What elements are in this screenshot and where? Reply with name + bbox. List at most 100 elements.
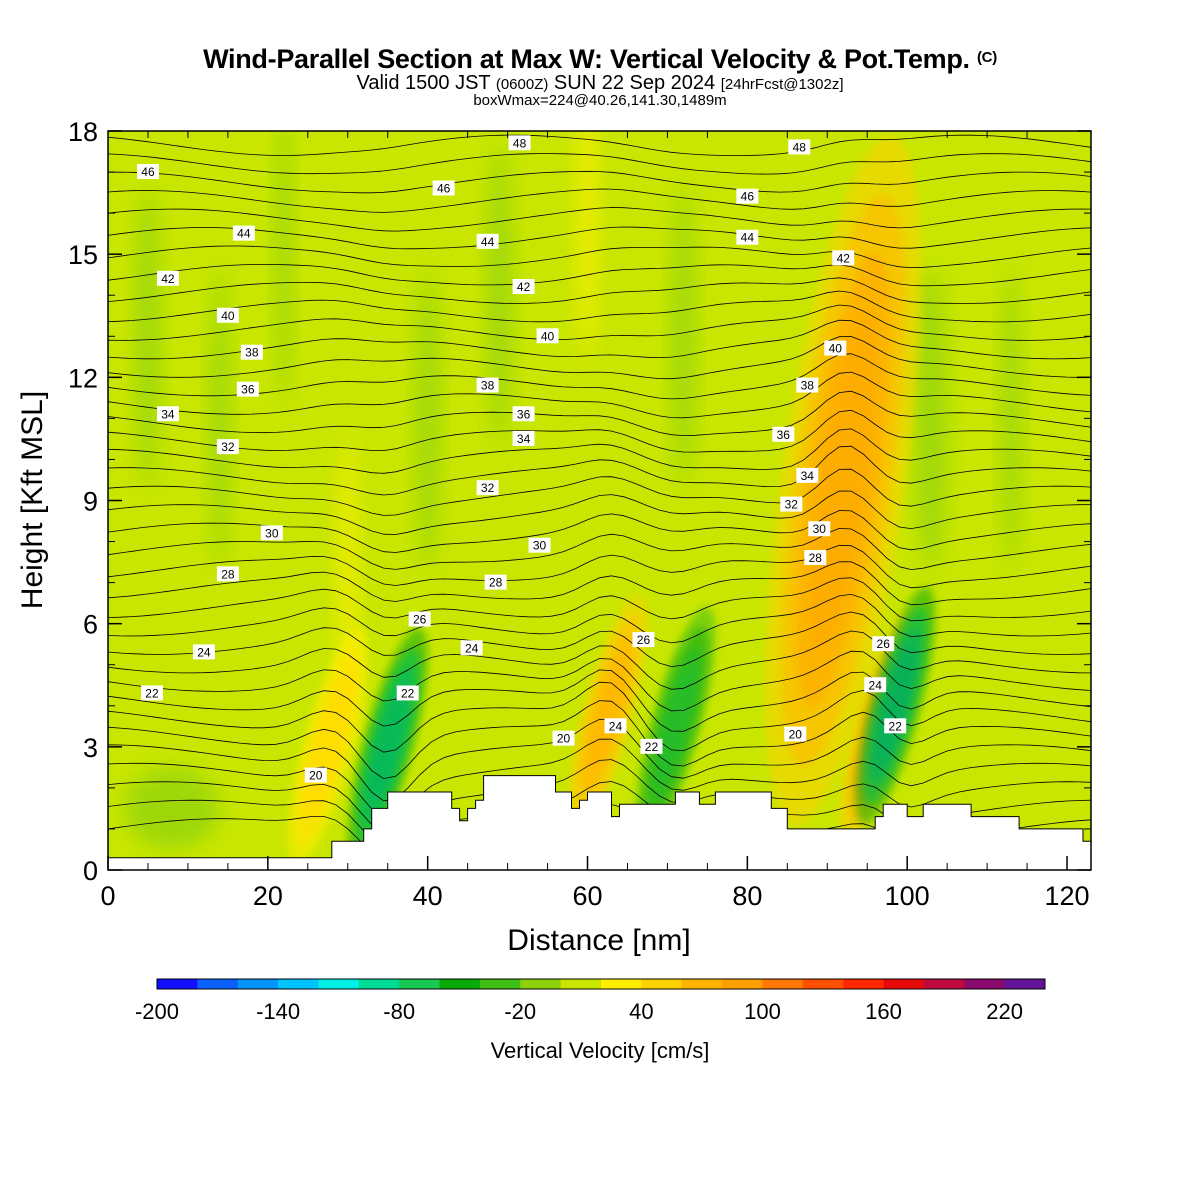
theta-contour — [108, 371, 1091, 419]
contour-label: 48 — [508, 135, 531, 151]
contour-label-text: 46 — [741, 190, 755, 204]
contour-label-box — [640, 738, 663, 754]
y-tick-label: 3 — [83, 733, 98, 763]
colorbar-swatch — [399, 979, 441, 989]
contour-label-box — [396, 685, 419, 701]
contour-label-text: 20 — [309, 769, 323, 783]
valid-prefix: Valid 1500 JST — [356, 72, 491, 94]
colorbar-swatch — [439, 979, 481, 989]
theta-contour — [108, 700, 1091, 780]
contour-label: 30 — [808, 521, 831, 537]
theta-contour — [108, 319, 1091, 360]
theta-contour — [108, 544, 1091, 589]
contour-label-box — [140, 685, 163, 701]
contour-label-box — [260, 525, 283, 541]
contour-label: 48 — [788, 139, 811, 155]
contour-label-text: 42 — [517, 280, 531, 294]
colorbar-swatch — [802, 979, 844, 989]
x-tick-label: 60 — [572, 881, 602, 911]
contour-label-box — [784, 726, 807, 742]
contour-label-box — [216, 307, 239, 323]
contour-label-box — [408, 611, 431, 627]
contour-label: 32 — [780, 496, 803, 512]
contour-label: 20 — [552, 730, 575, 746]
contour-label-text: 42 — [161, 272, 175, 286]
contour-label-text: 22 — [889, 719, 903, 733]
valid-date: SUN 22 Sep 2024 — [553, 72, 716, 94]
theta-contour — [108, 290, 1091, 323]
contour-label-box — [192, 644, 215, 660]
contour-label: 24 — [460, 640, 483, 656]
contour-label: 46 — [136, 164, 159, 180]
contour-label-box — [772, 426, 795, 442]
contour-label-box — [788, 139, 811, 155]
colorbar-swatch — [358, 979, 400, 989]
contour-label: 40 — [536, 328, 559, 344]
x-axis-label: Distance [nm] — [507, 924, 690, 957]
contour-label-text: 26 — [413, 613, 427, 627]
x-tick-label: 20 — [253, 881, 283, 911]
contour-label-text: 36 — [777, 428, 791, 442]
contour-label-box — [508, 135, 531, 151]
contour-label-text: 34 — [161, 407, 175, 421]
y-axis-label: Height [Kft MSL] — [16, 391, 49, 609]
contour-label: 30 — [260, 525, 283, 541]
theta-contour — [108, 207, 1091, 232]
contour-label-box — [528, 537, 551, 553]
contour-label-box — [832, 250, 855, 266]
colorbar-swatch — [278, 979, 319, 989]
weak-motion-streak — [915, 268, 948, 569]
contour-label-text: 30 — [265, 526, 279, 540]
weak-motion-streak — [1001, 268, 1021, 569]
contour-label: 38 — [476, 377, 499, 393]
contour-label: 28 — [804, 549, 827, 565]
colorbar-swatch — [641, 979, 683, 989]
colorbar-tick-label: -80 — [383, 999, 415, 1024]
x-tick-label: 40 — [413, 881, 443, 911]
contour-label-box — [476, 480, 499, 496]
contour-label-text: 20 — [789, 728, 803, 742]
updraft-core — [567, 595, 648, 833]
contour-label: 26 — [632, 632, 655, 648]
valid-utc: (0600Z) — [495, 76, 549, 93]
y-tick-label: 0 — [83, 856, 98, 886]
contour-label: 36 — [236, 381, 259, 397]
contour-labels: 46 44 42 40 38 36 34 32 30 28 24 22 20 22 26 48 46 44 42 40… — [136, 135, 907, 783]
downdraft-core — [635, 607, 716, 846]
contour-label-box — [872, 636, 895, 652]
contour-label: 44 — [476, 233, 499, 249]
x-tick-label: 0 — [100, 881, 115, 911]
theta-contour — [108, 593, 1091, 644]
contour-label: 24 — [864, 677, 887, 693]
contour-label-text: 26 — [637, 633, 651, 647]
contour-label: 30 — [528, 537, 551, 553]
contour-label-text: 30 — [533, 539, 547, 553]
colorbar-swatch — [722, 979, 763, 989]
contour-label-text: 36 — [517, 407, 531, 421]
theta-contour — [108, 245, 1091, 269]
theta-contour — [108, 630, 1091, 690]
contour-label-box — [512, 406, 535, 422]
contour-label-text: 48 — [513, 136, 527, 150]
theta-contour — [108, 304, 1091, 341]
x-tick-label: 80 — [732, 881, 762, 911]
contour-label: 20 — [304, 767, 327, 783]
contour-label-text: 48 — [793, 140, 807, 154]
contour-label-box — [236, 381, 259, 397]
contour-label-text: 24 — [609, 719, 623, 733]
colorbar-swatch — [923, 979, 965, 989]
colorbar-tick-label: 220 — [986, 999, 1023, 1024]
theta-contour — [108, 468, 1091, 516]
theta-contour — [108, 153, 1091, 175]
theta-contour — [108, 669, 1091, 732]
contour-label-box — [824, 340, 847, 356]
contour-label-box — [476, 377, 499, 393]
contour-label-text: 32 — [481, 481, 495, 495]
theta-contour — [108, 336, 1091, 380]
theta-contour — [108, 561, 1091, 606]
contour-label-text: 38 — [481, 379, 495, 393]
contour-label-box — [156, 270, 179, 286]
theta-contour — [108, 611, 1091, 668]
contour-label: 42 — [832, 250, 855, 266]
contour-label: 40 — [824, 340, 847, 356]
